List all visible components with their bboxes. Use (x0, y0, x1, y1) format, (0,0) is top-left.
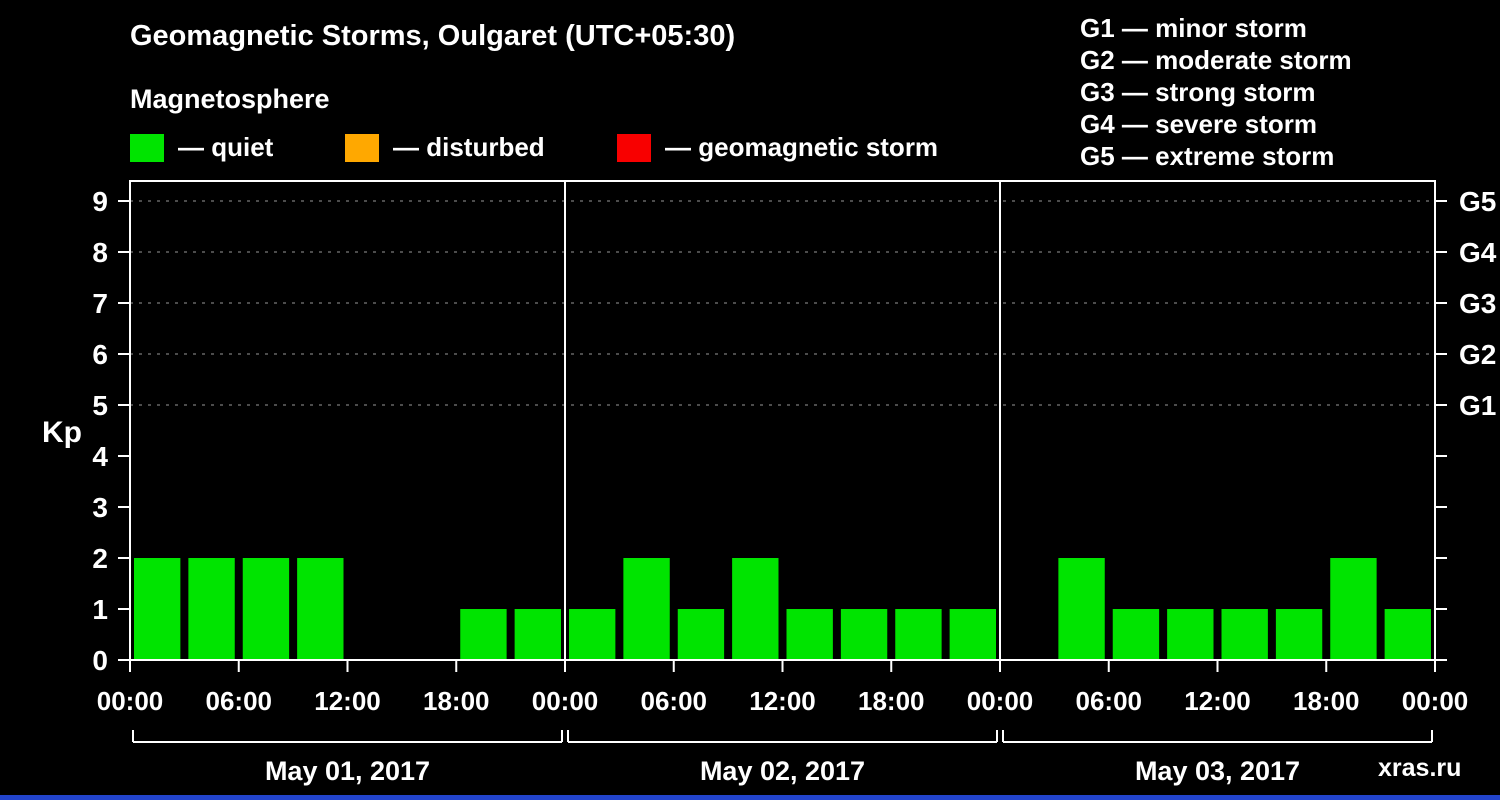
storm-scale-g3: G3 — strong storm (1080, 77, 1316, 107)
x-tick-label: 06:00 (641, 686, 708, 716)
y-tick-label: 1 (92, 594, 108, 625)
x-tick-label: 00:00 (532, 686, 599, 716)
kp-bar (514, 609, 561, 660)
kp-bar (786, 609, 833, 660)
kp-bar (297, 558, 344, 660)
kp-bar (677, 609, 725, 660)
g-level-label: G4 (1459, 237, 1497, 268)
storm-color-swatch (617, 133, 651, 162)
storm-scale-legend: G1 — minor storm G2 — moderate storm G3 … (1080, 12, 1352, 172)
y-tick-label: 5 (92, 390, 108, 421)
kp-bar (188, 558, 235, 660)
y-tick-label: 9 (92, 186, 108, 217)
y-axis-label: Kp (42, 416, 82, 449)
g-level-label: G1 (1459, 390, 1496, 421)
kp-bar (1058, 558, 1105, 660)
kp-bar (1112, 609, 1160, 660)
day-label: May 02, 2017 (700, 756, 865, 786)
storm-scale-g5: G5 — extreme storm (1080, 141, 1335, 171)
legend-label-quiet: — quiet (178, 132, 274, 162)
g-level-label: G5 (1459, 186, 1496, 217)
g-level-label: G3 (1459, 288, 1496, 319)
x-tick-label: 12:00 (749, 686, 816, 716)
kp-bar (1330, 558, 1377, 660)
x-tick-label: 00:00 (97, 686, 164, 716)
legend-label-geomagnetic-storm: — geomagnetic storm (665, 132, 939, 162)
x-tick-label: 12:00 (314, 686, 381, 716)
x-tick-label: 06:00 (1076, 686, 1143, 716)
y-tick-label: 8 (92, 237, 108, 268)
kp-bar (895, 609, 942, 660)
y-tick-label: 3 (92, 492, 108, 523)
g-level-label: G2 (1459, 339, 1496, 370)
storm-scale-g2: G2 — moderate storm (1080, 45, 1352, 75)
legend-item-disturbed: — disturbed (345, 132, 545, 163)
kp-bar (1167, 609, 1214, 660)
page-title: Geomagnetic Storms, Oulgaret (UTC+05:30) (130, 20, 736, 52)
day-label: May 01, 2017 (265, 756, 430, 786)
xras-watermark: xras.ru (1378, 754, 1462, 782)
disturbed-color-swatch (345, 133, 379, 162)
kp-bar (569, 609, 616, 660)
y-tick-label: 2 (92, 543, 108, 574)
chart-subtitle: Magnetosphere (130, 84, 330, 114)
y-tick-label: 4 (92, 441, 108, 472)
quiet-color-swatch (130, 133, 164, 162)
legend-label-disturbed: — disturbed (393, 132, 545, 162)
x-tick-label: 18:00 (858, 686, 925, 716)
kp-bar (949, 609, 996, 660)
kp-bar (1221, 609, 1268, 660)
x-tick-label: 00:00 (1402, 686, 1469, 716)
storm-scale-g1: G1 — minor storm (1080, 13, 1307, 43)
kp-bar (840, 609, 888, 660)
kp-bar (242, 558, 290, 660)
y-tick-label: 6 (92, 339, 108, 370)
x-tick-label: 18:00 (1293, 686, 1360, 716)
y-tick-label: 7 (92, 288, 108, 319)
day-label: May 03, 2017 (1135, 756, 1300, 786)
y-tick-label: 0 (92, 645, 108, 676)
kp-bar (1275, 609, 1323, 660)
x-tick-label: 06:00 (206, 686, 273, 716)
kp-bar (134, 558, 181, 660)
kp-bar (732, 558, 779, 660)
x-tick-label: 00:00 (967, 686, 1034, 716)
legend-item-geomagnetic-storm: — geomagnetic storm (617, 132, 938, 163)
storm-scale-g4: G4 — severe storm (1080, 109, 1318, 139)
kp-bar (460, 609, 507, 660)
bottom-blue-strip (0, 795, 1500, 800)
legend-item-quiet: — quiet (130, 132, 273, 163)
x-tick-label: 18:00 (423, 686, 490, 716)
kp-bar (1384, 609, 1431, 660)
kp-bar (623, 558, 670, 660)
x-tick-label: 12:00 (1184, 686, 1251, 716)
